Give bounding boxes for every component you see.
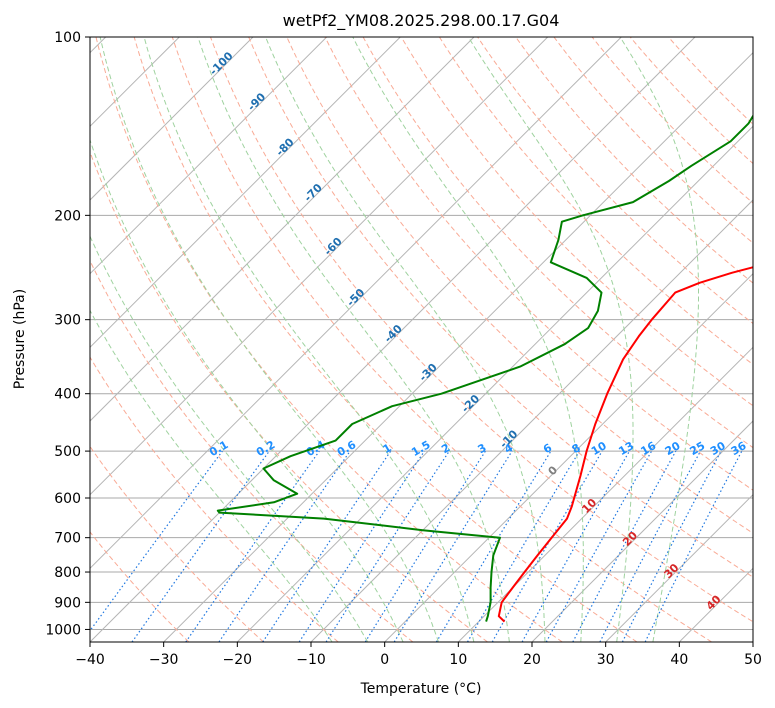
isotherm-line xyxy=(90,37,475,422)
dry-adiabat xyxy=(90,531,190,642)
isotherm-line xyxy=(90,37,549,496)
plot-frame xyxy=(89,36,754,643)
moist-adiabat xyxy=(265,37,546,642)
dry-adiabat xyxy=(210,37,753,623)
y-axis-label: Pressure (hPa) xyxy=(12,289,28,389)
moist-adiabat xyxy=(99,37,439,642)
mixing-ratio-line xyxy=(521,450,631,642)
moist-adiabat xyxy=(143,37,475,642)
y-tick-label: 800 xyxy=(54,565,81,581)
isotherm-line xyxy=(457,346,753,642)
dry-adiabat xyxy=(248,37,753,578)
mixing-ratio-line xyxy=(218,450,351,642)
isotherm-line xyxy=(90,37,696,642)
axis-ticks: −40 −30 −20 −10 0 10 20 30 40 50 100 200 300 400 500 60… xyxy=(45,30,762,668)
x-tick-label: −40 xyxy=(75,652,105,668)
x-tick-label: 40 xyxy=(670,652,688,668)
moist-adiabat xyxy=(90,138,404,642)
isotherm-line xyxy=(236,125,753,642)
y-tick-label: 200 xyxy=(54,208,81,224)
x-tick-label: 10 xyxy=(449,652,467,668)
y-tick-label: 400 xyxy=(54,387,81,403)
isotherm-line xyxy=(90,37,401,349)
x-tick-label: −10 xyxy=(296,652,326,668)
mixing-ratio-line xyxy=(325,450,450,642)
dry-adiabat xyxy=(591,37,753,204)
x-axis-label: Temperature (°C) xyxy=(360,681,482,697)
y-tick-label: 300 xyxy=(54,313,81,329)
x-tick-label: 50 xyxy=(744,652,762,668)
plot-area: 0.1 0.2 0.4 0.6 1 1.5 2 3 4 6 8 10 13 16 20 25 30 36-100-… xyxy=(90,37,753,642)
dry-adiabat xyxy=(362,37,753,449)
y-tick-label: 500 xyxy=(54,444,81,460)
dry-adiabat xyxy=(553,37,753,244)
y-tick-label: 1000 xyxy=(45,622,81,638)
isotherm-line xyxy=(90,37,328,275)
isotherm-line xyxy=(90,37,254,201)
moist-adiabat xyxy=(619,37,699,642)
x-tick-label: −30 xyxy=(149,652,179,668)
dry-adiabat xyxy=(90,150,488,642)
temperature-profile-line xyxy=(497,266,753,623)
isotherm-line xyxy=(163,51,753,642)
dry-adiabat xyxy=(324,37,753,491)
mixing-ratio-line xyxy=(131,450,270,642)
moist-adiabat xyxy=(90,309,333,642)
dry-adiabat xyxy=(90,356,339,642)
dry-adiabat xyxy=(438,37,753,366)
x-tick-label: 0 xyxy=(380,652,389,668)
y-tick-label: 700 xyxy=(54,531,81,547)
y-tick-label: 600 xyxy=(54,491,81,507)
dry-adiabat xyxy=(286,37,753,534)
x-tick-label: −20 xyxy=(223,652,253,668)
mixing-ratio-line xyxy=(298,450,425,642)
mixing-ratio-line xyxy=(545,450,653,642)
dry-adiabat xyxy=(171,37,712,642)
y-tick-label: 100 xyxy=(54,30,81,46)
isotherm-line xyxy=(531,420,753,642)
dry-adiabat xyxy=(400,37,753,407)
dewpoint-profile-line xyxy=(216,114,753,622)
moist-adiabat xyxy=(467,37,634,642)
isotherm-line xyxy=(605,493,753,642)
chart-title: wetPf2_YM08.2025.298.00.17.G04 xyxy=(283,11,560,31)
isotherm-line xyxy=(90,37,622,570)
y-tick-label: 900 xyxy=(54,595,81,611)
mixing-ratio-line xyxy=(393,450,513,642)
moist-adiabat xyxy=(90,235,369,642)
isotherm-line xyxy=(384,272,753,642)
mixing-ratio-line xyxy=(644,450,743,642)
mixing-ratio-line xyxy=(262,450,392,642)
moist-adiabat xyxy=(197,37,510,642)
x-tick-label: 20 xyxy=(523,652,541,668)
mixing-ratio-line xyxy=(572,450,677,642)
mixing-ratio-line xyxy=(90,450,223,632)
dry-adiabat xyxy=(477,37,753,325)
x-tick-label: 30 xyxy=(597,652,615,668)
mixing-ratio-line xyxy=(185,450,320,642)
